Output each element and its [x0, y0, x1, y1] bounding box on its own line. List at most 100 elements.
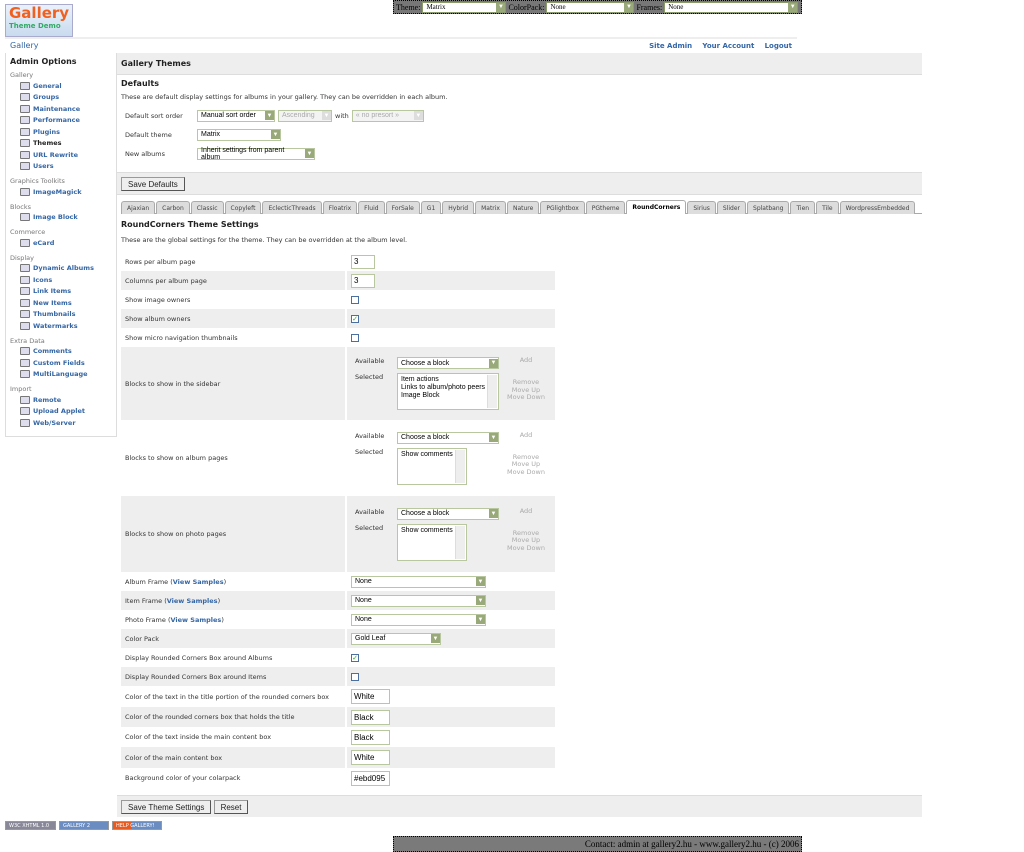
- sidebar-item-watermarks[interactable]: Watermarks: [10, 320, 112, 332]
- sidebar-item-web-server[interactable]: Web/Server: [10, 417, 112, 429]
- item-frame-select[interactable]: None ▼: [351, 594, 486, 607]
- sidebar-item-groups[interactable]: Groups: [10, 92, 112, 104]
- color-of-the-text-inside-the-main-content-box-input[interactable]: Black: [351, 729, 390, 745]
- sidebar-item-comments[interactable]: Comments: [10, 346, 112, 358]
- show-micro-navigation-thumbnails-checkbox[interactable]: [351, 333, 359, 342]
- selected-blocks-list[interactable]: Show comments: [397, 447, 467, 485]
- reset-button[interactable]: Reset: [213, 800, 249, 814]
- colorpack-select[interactable]: None ▼: [546, 1, 635, 13]
- move-up-button[interactable]: Move Up: [511, 536, 541, 544]
- save-defaults-button[interactable]: Save Defaults: [121, 177, 185, 191]
- album-frame-select[interactable]: None ▼: [351, 575, 486, 588]
- selected-blocks-list[interactable]: Show comments: [397, 523, 467, 561]
- tab-tile[interactable]: Tile: [816, 201, 839, 214]
- rows-per-album-page-input[interactable]: 3: [351, 254, 375, 269]
- sidebar-item-themes[interactable]: Themes: [10, 138, 112, 150]
- site-admin-link[interactable]: Site Admin: [649, 41, 693, 50]
- columns-per-album-page-input[interactable]: 3: [351, 273, 375, 288]
- save-theme-settings-button[interactable]: Save Theme Settings: [121, 800, 212, 814]
- display-rounded-corners-box-around-items-checkbox[interactable]: [351, 672, 359, 681]
- sidebar-item-remote[interactable]: Remote: [10, 394, 112, 406]
- tab-wordpressembedded[interactable]: WordpressEmbedded: [839, 201, 916, 214]
- sidebar-item-plugins[interactable]: Plugins: [10, 126, 112, 138]
- remove-button[interactable]: Remove: [512, 378, 540, 386]
- sort-order-select[interactable]: Manual sort order ▼: [197, 109, 275, 122]
- move-up-button[interactable]: Move Up: [511, 460, 541, 468]
- show-image-owners-checkbox[interactable]: [351, 295, 359, 304]
- tab-pgtheme[interactable]: PGtheme: [585, 201, 626, 214]
- gallery2-badge[interactable]: GALLERY 2: [59, 821, 109, 830]
- photo-frame-select[interactable]: None ▼: [351, 613, 486, 626]
- sidebar-item-users[interactable]: Users: [10, 161, 112, 173]
- sidebar-item-dynamic-albums[interactable]: Dynamic Albums: [10, 263, 112, 275]
- move-down-button[interactable]: Move Down: [507, 467, 545, 476]
- sidebar-item-general[interactable]: General: [10, 80, 112, 92]
- frames-select[interactable]: None ▼: [664, 1, 799, 13]
- sidebar-item-link-items[interactable]: Link Items: [10, 286, 112, 298]
- selected-blocks-list[interactable]: Item actions Links to album/photo peers Im…: [397, 373, 499, 410]
- tab-classic[interactable]: Classic: [190, 201, 224, 214]
- tab-hybrid[interactable]: Hybrid: [442, 201, 475, 214]
- remove-button[interactable]: Remove: [512, 452, 540, 461]
- tab-g1[interactable]: G1: [420, 201, 442, 214]
- tab-forsale[interactable]: ForSale: [385, 201, 420, 214]
- sidebar-item-custom-fields[interactable]: Custom Fields: [10, 357, 112, 369]
- sidebar-item-url-rewrite[interactable]: URL Rewrite: [10, 149, 112, 161]
- sidebar-item-performance[interactable]: Performance: [10, 115, 112, 127]
- view-samples-link[interactable]: View Samples: [166, 596, 218, 605]
- selected-block-option[interactable]: Show comments: [401, 450, 453, 458]
- selected-block-option[interactable]: Image Block: [401, 392, 440, 399]
- tab-roundcorners[interactable]: RoundCorners: [626, 200, 687, 214]
- theme-select[interactable]: Matrix ▼: [422, 1, 507, 13]
- sidebar-item-multilanguage[interactable]: MultiLanguage: [10, 369, 112, 381]
- tab-splatbang[interactable]: Splatbang: [747, 201, 790, 214]
- display-rounded-corners-box-around-albums-checkbox[interactable]: ✓: [351, 653, 359, 662]
- color-pack-select[interactable]: Gold Leaf ▼: [351, 632, 441, 645]
- show-album-owners-checkbox[interactable]: ✓: [351, 314, 359, 323]
- background-color-of-your-colarpack-input[interactable]: #ebd095: [351, 770, 390, 786]
- selected-block-option[interactable]: Show comments: [401, 526, 453, 534]
- add-block-button[interactable]: Add: [519, 430, 533, 439]
- tab-nature[interactable]: Nature: [506, 201, 540, 214]
- sidebar-item-image-block[interactable]: Image Block: [10, 212, 112, 224]
- view-samples-link[interactable]: View Samples: [172, 577, 224, 586]
- tab-ajaxian[interactable]: Ajaxian: [121, 201, 156, 214]
- new-albums-select[interactable]: Inherit settings from parent album ▼: [197, 147, 315, 161]
- logout-link[interactable]: Logout: [764, 41, 792, 50]
- help-gallery-badge[interactable]: HELP GALLERY!: [112, 821, 162, 830]
- selected-block-option[interactable]: Item actions: [401, 376, 439, 383]
- move-down-button[interactable]: Move Down: [507, 393, 545, 401]
- color-of-the-rounded-corners-box-that-holds-the-title-input[interactable]: Black: [351, 709, 390, 725]
- tab-sirius[interactable]: Sirius: [687, 201, 716, 214]
- remove-button[interactable]: Remove: [512, 528, 540, 537]
- tab-matrix[interactable]: Matrix: [475, 201, 506, 214]
- sidebar-item-maintenance[interactable]: Maintenance: [10, 103, 112, 115]
- selected-block-option[interactable]: Links to album/photo peers: [401, 384, 486, 391]
- default-theme-select[interactable]: Matrix ▼: [197, 128, 281, 141]
- tab-pglightbox[interactable]: PGlightbox: [540, 201, 585, 214]
- tab-fluid[interactable]: Fluid: [358, 201, 385, 214]
- color-of-the-main-content-box-input[interactable]: White: [351, 750, 390, 765]
- available-block-select[interactable]: Choose a block ▼: [397, 507, 499, 520]
- tab-carbon[interactable]: Carbon: [156, 201, 190, 214]
- add-block-button[interactable]: Add: [519, 506, 533, 515]
- tab-tien[interactable]: Tien: [790, 201, 816, 214]
- available-block-select[interactable]: Choose a block ▼: [397, 431, 499, 444]
- w3c-xhtml-badge[interactable]: W3C XHTML 1.0: [5, 821, 56, 830]
- move-down-button[interactable]: Move Down: [507, 543, 545, 552]
- sidebar-item-upload-applet[interactable]: Upload Applet: [10, 406, 112, 418]
- sidebar-item-ecard[interactable]: eCard: [10, 237, 112, 249]
- view-samples-link[interactable]: View Samples: [170, 615, 222, 624]
- sidebar-item-new-items[interactable]: New Items: [10, 297, 112, 309]
- breadcrumb-gallery[interactable]: Gallery: [10, 41, 39, 50]
- tab-slider[interactable]: Slider: [716, 201, 747, 214]
- add-block-button[interactable]: Add: [519, 356, 533, 364]
- tab-eclecticthreads[interactable]: EclecticThreads: [262, 201, 322, 214]
- your-account-link[interactable]: Your Account: [702, 41, 755, 50]
- sidebar-item-thumbnails[interactable]: Thumbnails: [10, 309, 112, 321]
- color-of-the-text-in-the-title-portion-of-the-rounded-corners-box-input[interactable]: White: [351, 689, 390, 704]
- tab-copyleft[interactable]: Copyleft: [224, 201, 262, 214]
- tab-floatrix[interactable]: Floatrix: [322, 201, 358, 214]
- sidebar-item-imagemagick[interactable]: ImageMagick: [10, 186, 112, 198]
- sidebar-item-icons[interactable]: Icons: [10, 274, 112, 286]
